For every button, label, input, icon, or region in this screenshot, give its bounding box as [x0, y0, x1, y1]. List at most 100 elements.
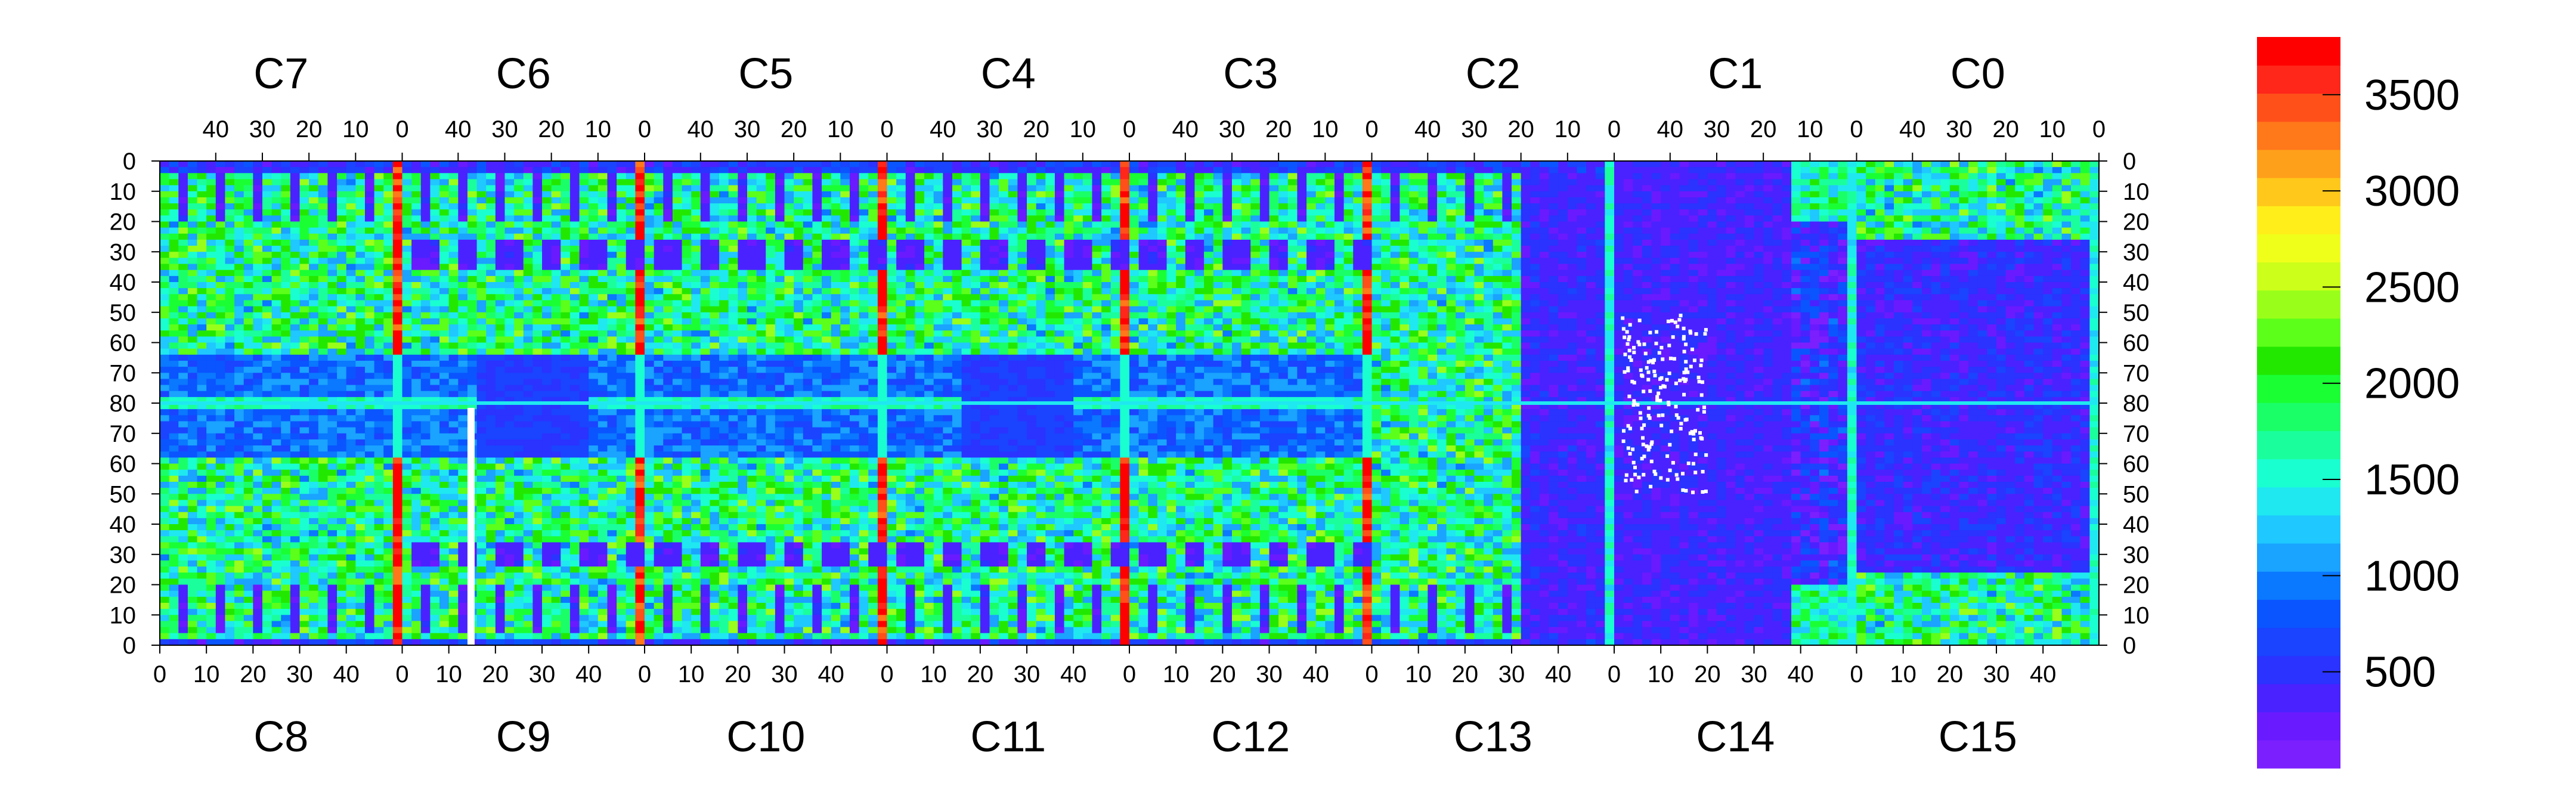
heatmap-cell — [719, 349, 729, 355]
heatmap-cell — [393, 627, 402, 634]
heatmap-cell — [701, 555, 710, 561]
heatmap-cell — [663, 597, 673, 603]
heatmap-cell — [318, 561, 328, 567]
heatmap-cell — [626, 203, 636, 210]
heatmap-cell — [272, 633, 281, 640]
heatmap-cell — [524, 451, 533, 458]
heatmap-cell — [206, 385, 216, 392]
heatmap-cell — [514, 439, 524, 446]
heatmap-cell — [374, 330, 384, 337]
heatmap-cell — [327, 264, 337, 271]
heatmap-cell — [253, 294, 262, 301]
heatmap-cell — [691, 361, 701, 367]
heatmap-cell — [458, 173, 467, 179]
heatmap-cell — [729, 585, 738, 592]
heatmap-cell — [663, 343, 673, 349]
heatmap-cell — [580, 561, 589, 567]
heatmap-cell — [682, 464, 692, 470]
heatmap-cell — [607, 234, 617, 240]
heatmap-cell — [682, 549, 692, 555]
heatmap-cell — [309, 633, 318, 640]
heatmap-cell — [244, 445, 253, 452]
heatmap-cell — [169, 252, 179, 258]
heatmap-cell — [496, 300, 505, 306]
heatmap-cell — [272, 161, 281, 168]
heatmap-cell — [327, 464, 337, 470]
heatmap-cell — [439, 494, 449, 500]
heatmap-cell — [411, 500, 421, 506]
heatmap-cell — [710, 234, 719, 240]
heatmap-cell — [430, 324, 439, 331]
heatmap-cell — [607, 191, 617, 198]
heatmap-cell — [542, 555, 552, 561]
heatmap-cell — [421, 639, 431, 646]
heatmap-cell — [253, 555, 262, 561]
heatmap-cell — [552, 445, 561, 452]
heatmap-cell — [430, 246, 439, 252]
heatmap-cell — [552, 222, 561, 228]
heatmap-cell — [589, 167, 598, 174]
heatmap-cell — [169, 512, 179, 519]
heatmap-cell — [393, 330, 402, 337]
heatmap-cell — [402, 488, 412, 494]
heatmap-cell — [346, 215, 356, 222]
heatmap-cell — [439, 288, 449, 295]
heatmap-cell — [626, 572, 636, 579]
heatmap-cell — [617, 203, 626, 210]
heatmap-cell — [197, 633, 207, 640]
heatmap-cell — [216, 597, 225, 603]
heatmap-cell — [374, 451, 384, 458]
heatmap-cell — [178, 572, 188, 579]
heatmap-cell — [449, 349, 459, 355]
heatmap-cell — [701, 215, 710, 222]
heatmap-cell — [430, 234, 439, 240]
heatmap-cell — [318, 252, 328, 258]
heatmap-cell — [561, 494, 570, 500]
heatmap-cell — [589, 633, 598, 640]
heatmap-cell — [225, 621, 234, 627]
heatmap-cell — [327, 524, 337, 531]
heatmap-cell — [365, 506, 374, 513]
heatmap-cell — [645, 585, 654, 592]
heatmap-cell — [561, 197, 570, 204]
heatmap-cell — [710, 203, 719, 210]
heatmap-cell — [383, 373, 393, 379]
heatmap-cell — [477, 488, 487, 494]
heatmap-cell — [542, 615, 552, 621]
heatmap-cell — [570, 228, 580, 234]
heatmap-cell — [337, 391, 346, 398]
heatmap-cell — [691, 161, 701, 168]
heatmap-cell — [514, 288, 524, 295]
heatmap-cell — [383, 246, 393, 252]
heatmap-cell — [532, 518, 542, 525]
heatmap-cell — [402, 603, 412, 609]
heatmap-cell — [589, 451, 598, 458]
heatmap-cell — [617, 167, 626, 174]
heatmap-cell — [374, 488, 384, 494]
heatmap-cell — [645, 234, 654, 240]
heatmap-cell — [421, 294, 431, 301]
heatmap-cell — [272, 428, 281, 434]
heatmap-cell — [663, 324, 673, 331]
heatmap-cell — [617, 578, 626, 585]
heatmap-cell — [272, 258, 281, 264]
heatmap-cell — [607, 228, 617, 234]
heatmap-cell — [552, 343, 561, 349]
heatmap-cell — [365, 294, 374, 301]
heatmap-cell — [430, 597, 439, 603]
heatmap-cell — [327, 585, 337, 592]
heatmap-cell — [160, 197, 169, 204]
heatmap-cell — [272, 276, 281, 283]
heatmap-cell — [561, 270, 570, 277]
heatmap-cell — [430, 355, 439, 361]
heatmap-cell — [532, 578, 542, 585]
heatmap-cell — [719, 306, 729, 313]
heatmap-cell — [458, 524, 467, 531]
heatmap-cell — [430, 591, 439, 597]
heatmap-cell — [617, 566, 626, 573]
heatmap-cell — [514, 300, 524, 306]
heatmap-cell — [411, 609, 421, 615]
heatmap-cell — [617, 367, 626, 373]
heatmap-cell — [197, 228, 207, 234]
heatmap-cell — [178, 161, 188, 168]
